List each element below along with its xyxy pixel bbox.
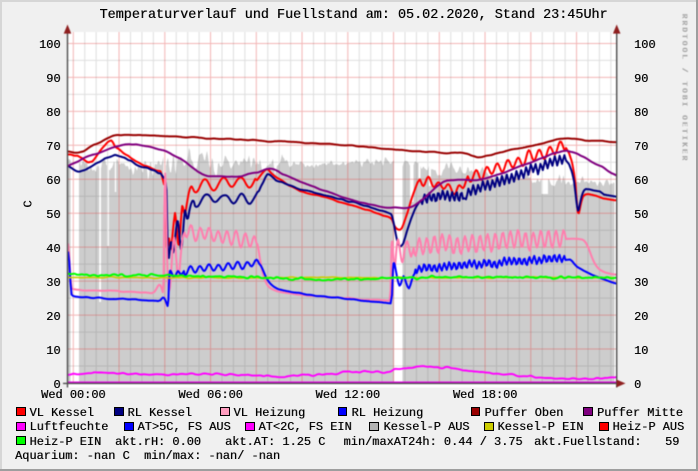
svg-text:RRDTOOL / TOBI OETIKER: RRDTOOL / TOBI OETIKER — [680, 14, 688, 163]
